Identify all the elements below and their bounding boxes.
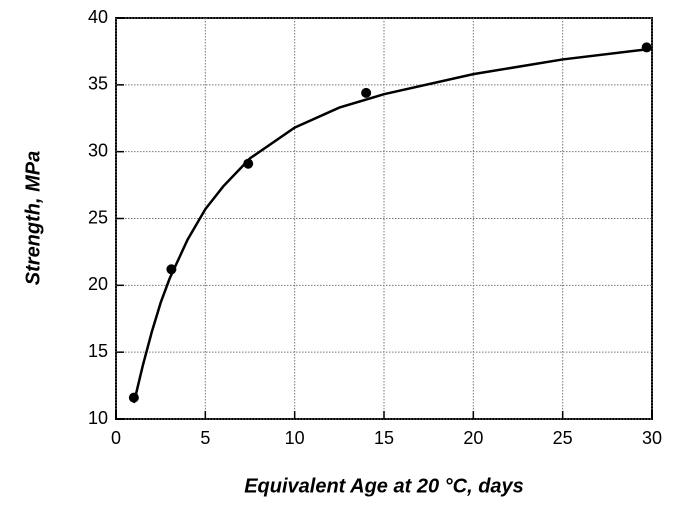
data-point xyxy=(361,87,372,98)
y-tick-label: 30 xyxy=(88,140,108,160)
y-tick-label: 40 xyxy=(88,7,108,27)
y-tick-label: 25 xyxy=(88,207,108,227)
x-tick-label: 5 xyxy=(200,428,210,448)
y-axis-title: Strength, MPa xyxy=(22,151,44,285)
y-tick-label: 20 xyxy=(88,274,108,294)
x-tick-label: 10 xyxy=(285,428,305,448)
fit-curve xyxy=(132,47,653,404)
x-tick-label: 15 xyxy=(374,428,394,448)
x-tick-label: 25 xyxy=(553,428,573,448)
x-axis-title: Equivalent Age at 20 °C, days xyxy=(244,475,524,497)
x-tick-label: 20 xyxy=(463,428,483,448)
y-tick-label: 15 xyxy=(88,341,108,361)
y-tick-label: 35 xyxy=(88,74,108,94)
y-tick-label: 10 xyxy=(88,408,108,428)
x-tick-label: 30 xyxy=(642,428,662,448)
x-tick-label: 0 xyxy=(111,428,121,448)
